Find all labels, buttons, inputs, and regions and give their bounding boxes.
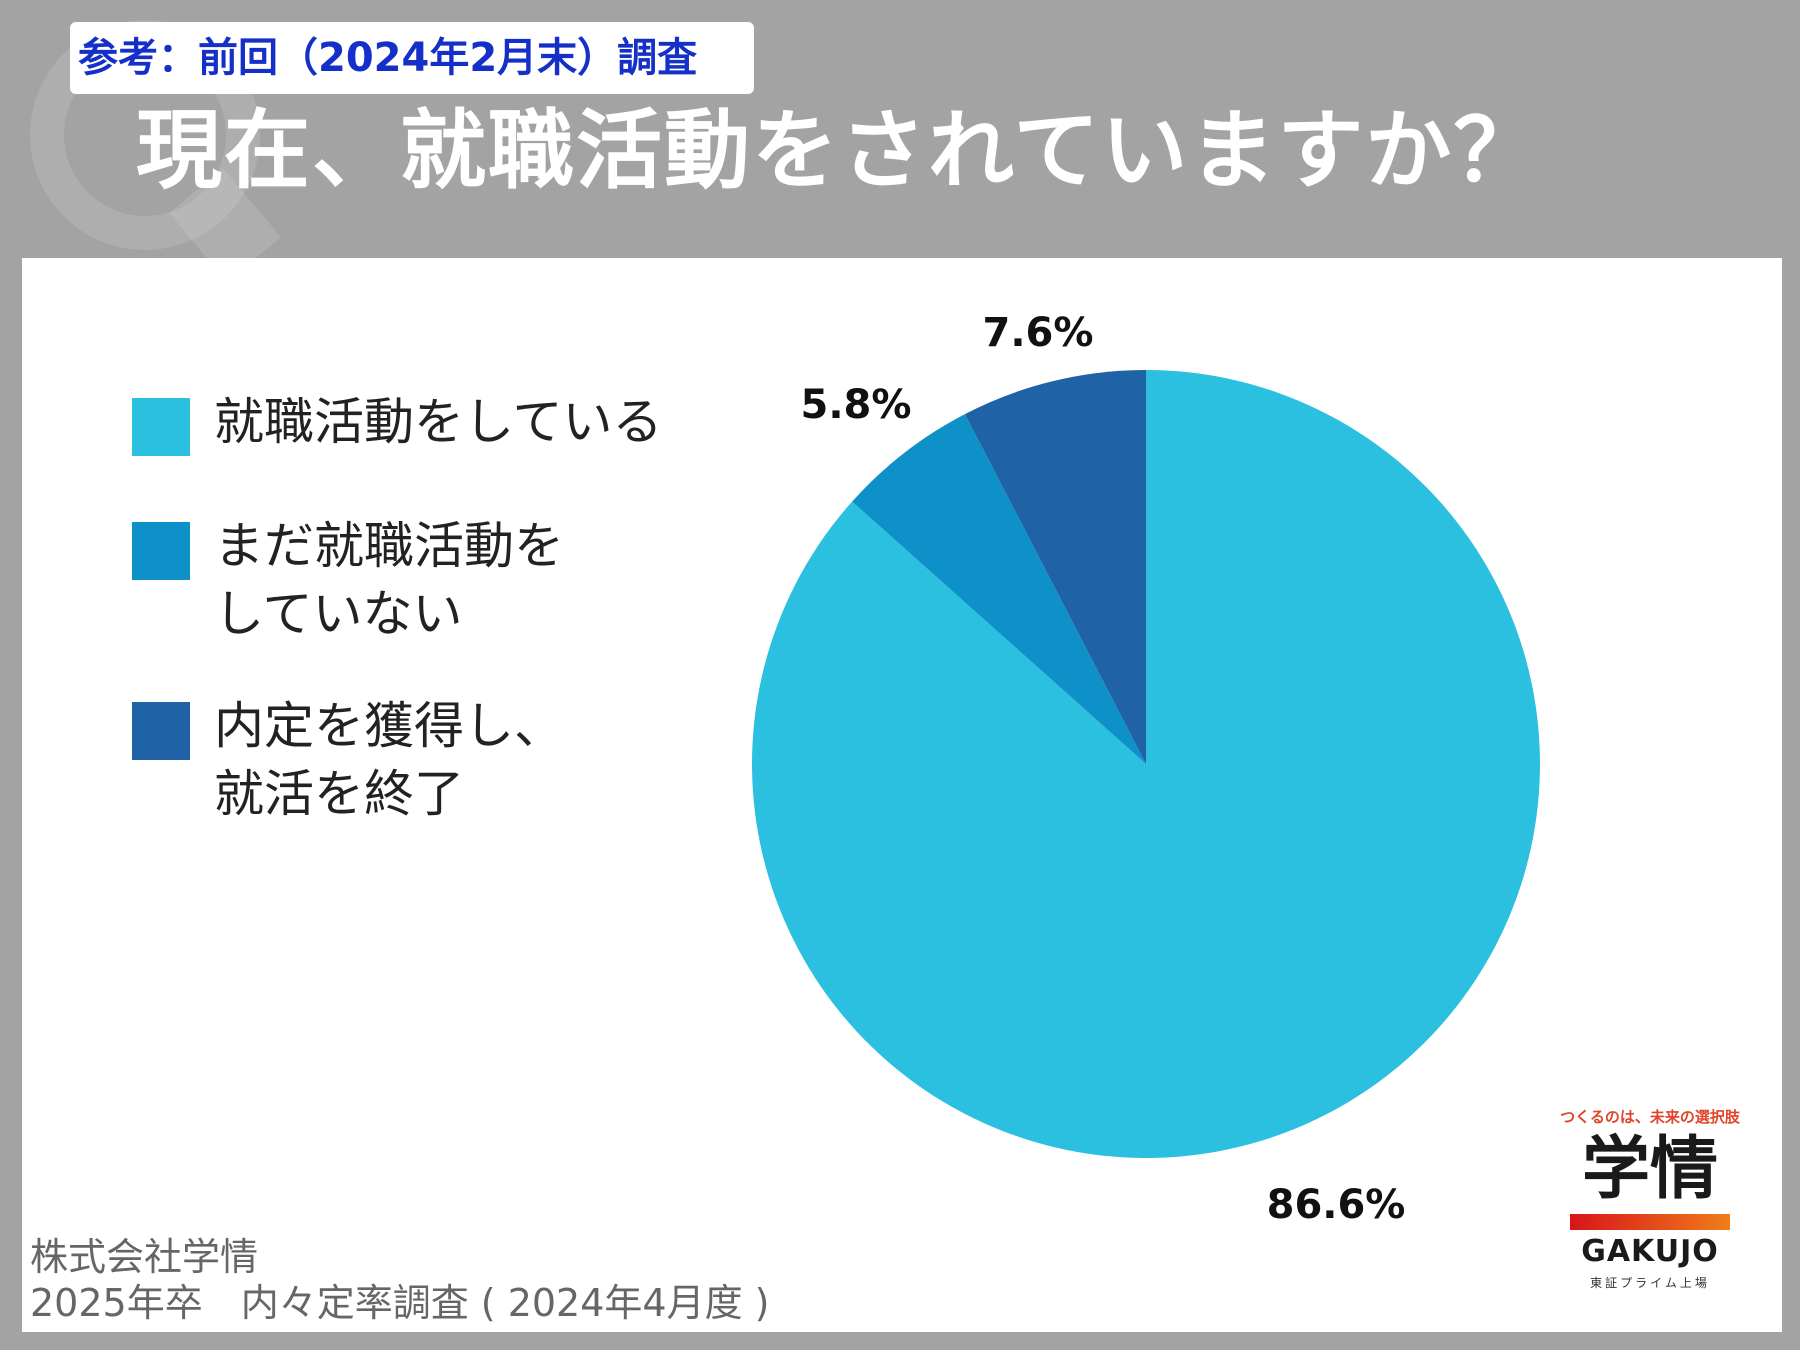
data-label-searching: 86.6% <box>1267 1182 1406 1228</box>
source-credit: 株式会社学情 2025年卒 内々定率調査 ( 2024年4月度 ) <box>30 1235 770 1325</box>
pie-slice-searching <box>751 370 1540 1158</box>
page-title: 現在、就職活動をされていますか？ <box>136 101 1542 201</box>
logo-color-bar <box>1570 1214 1730 1230</box>
gakujo-logo: つくるのは、未来の選択肢 学情 GAKUJO 東証プライム上場 <box>1540 1106 1760 1296</box>
data-label-finished: 7.6% <box>983 310 1094 356</box>
legend-label-not-started: まだ就職活動を していない <box>214 517 564 643</box>
pie-slice-not-started <box>852 414 1146 764</box>
logo-wordmark: GAKUJO <box>1581 1234 1719 1269</box>
legend-swatch-searching <box>132 398 190 456</box>
legend-swatch-finished <box>132 702 190 760</box>
logo-subline: 東証プライム上場 <box>1590 1276 1710 1290</box>
logo-tagline: つくるのは、未来の選択肢 <box>1560 1108 1740 1126</box>
legend-label-searching: 就職活動をしている <box>214 393 663 451</box>
legend-swatch-not-started <box>132 522 190 580</box>
pie-slice-finished <box>964 370 1146 764</box>
logo-mark: 学情 <box>1581 1130 1718 1209</box>
reference-badge: 参考：前回（2024年2月末）調査 <box>70 22 754 94</box>
data-label-not-started: 5.8% <box>801 382 912 428</box>
legend-label-finished: 内定を獲得し、 就活を終了 <box>214 697 564 823</box>
